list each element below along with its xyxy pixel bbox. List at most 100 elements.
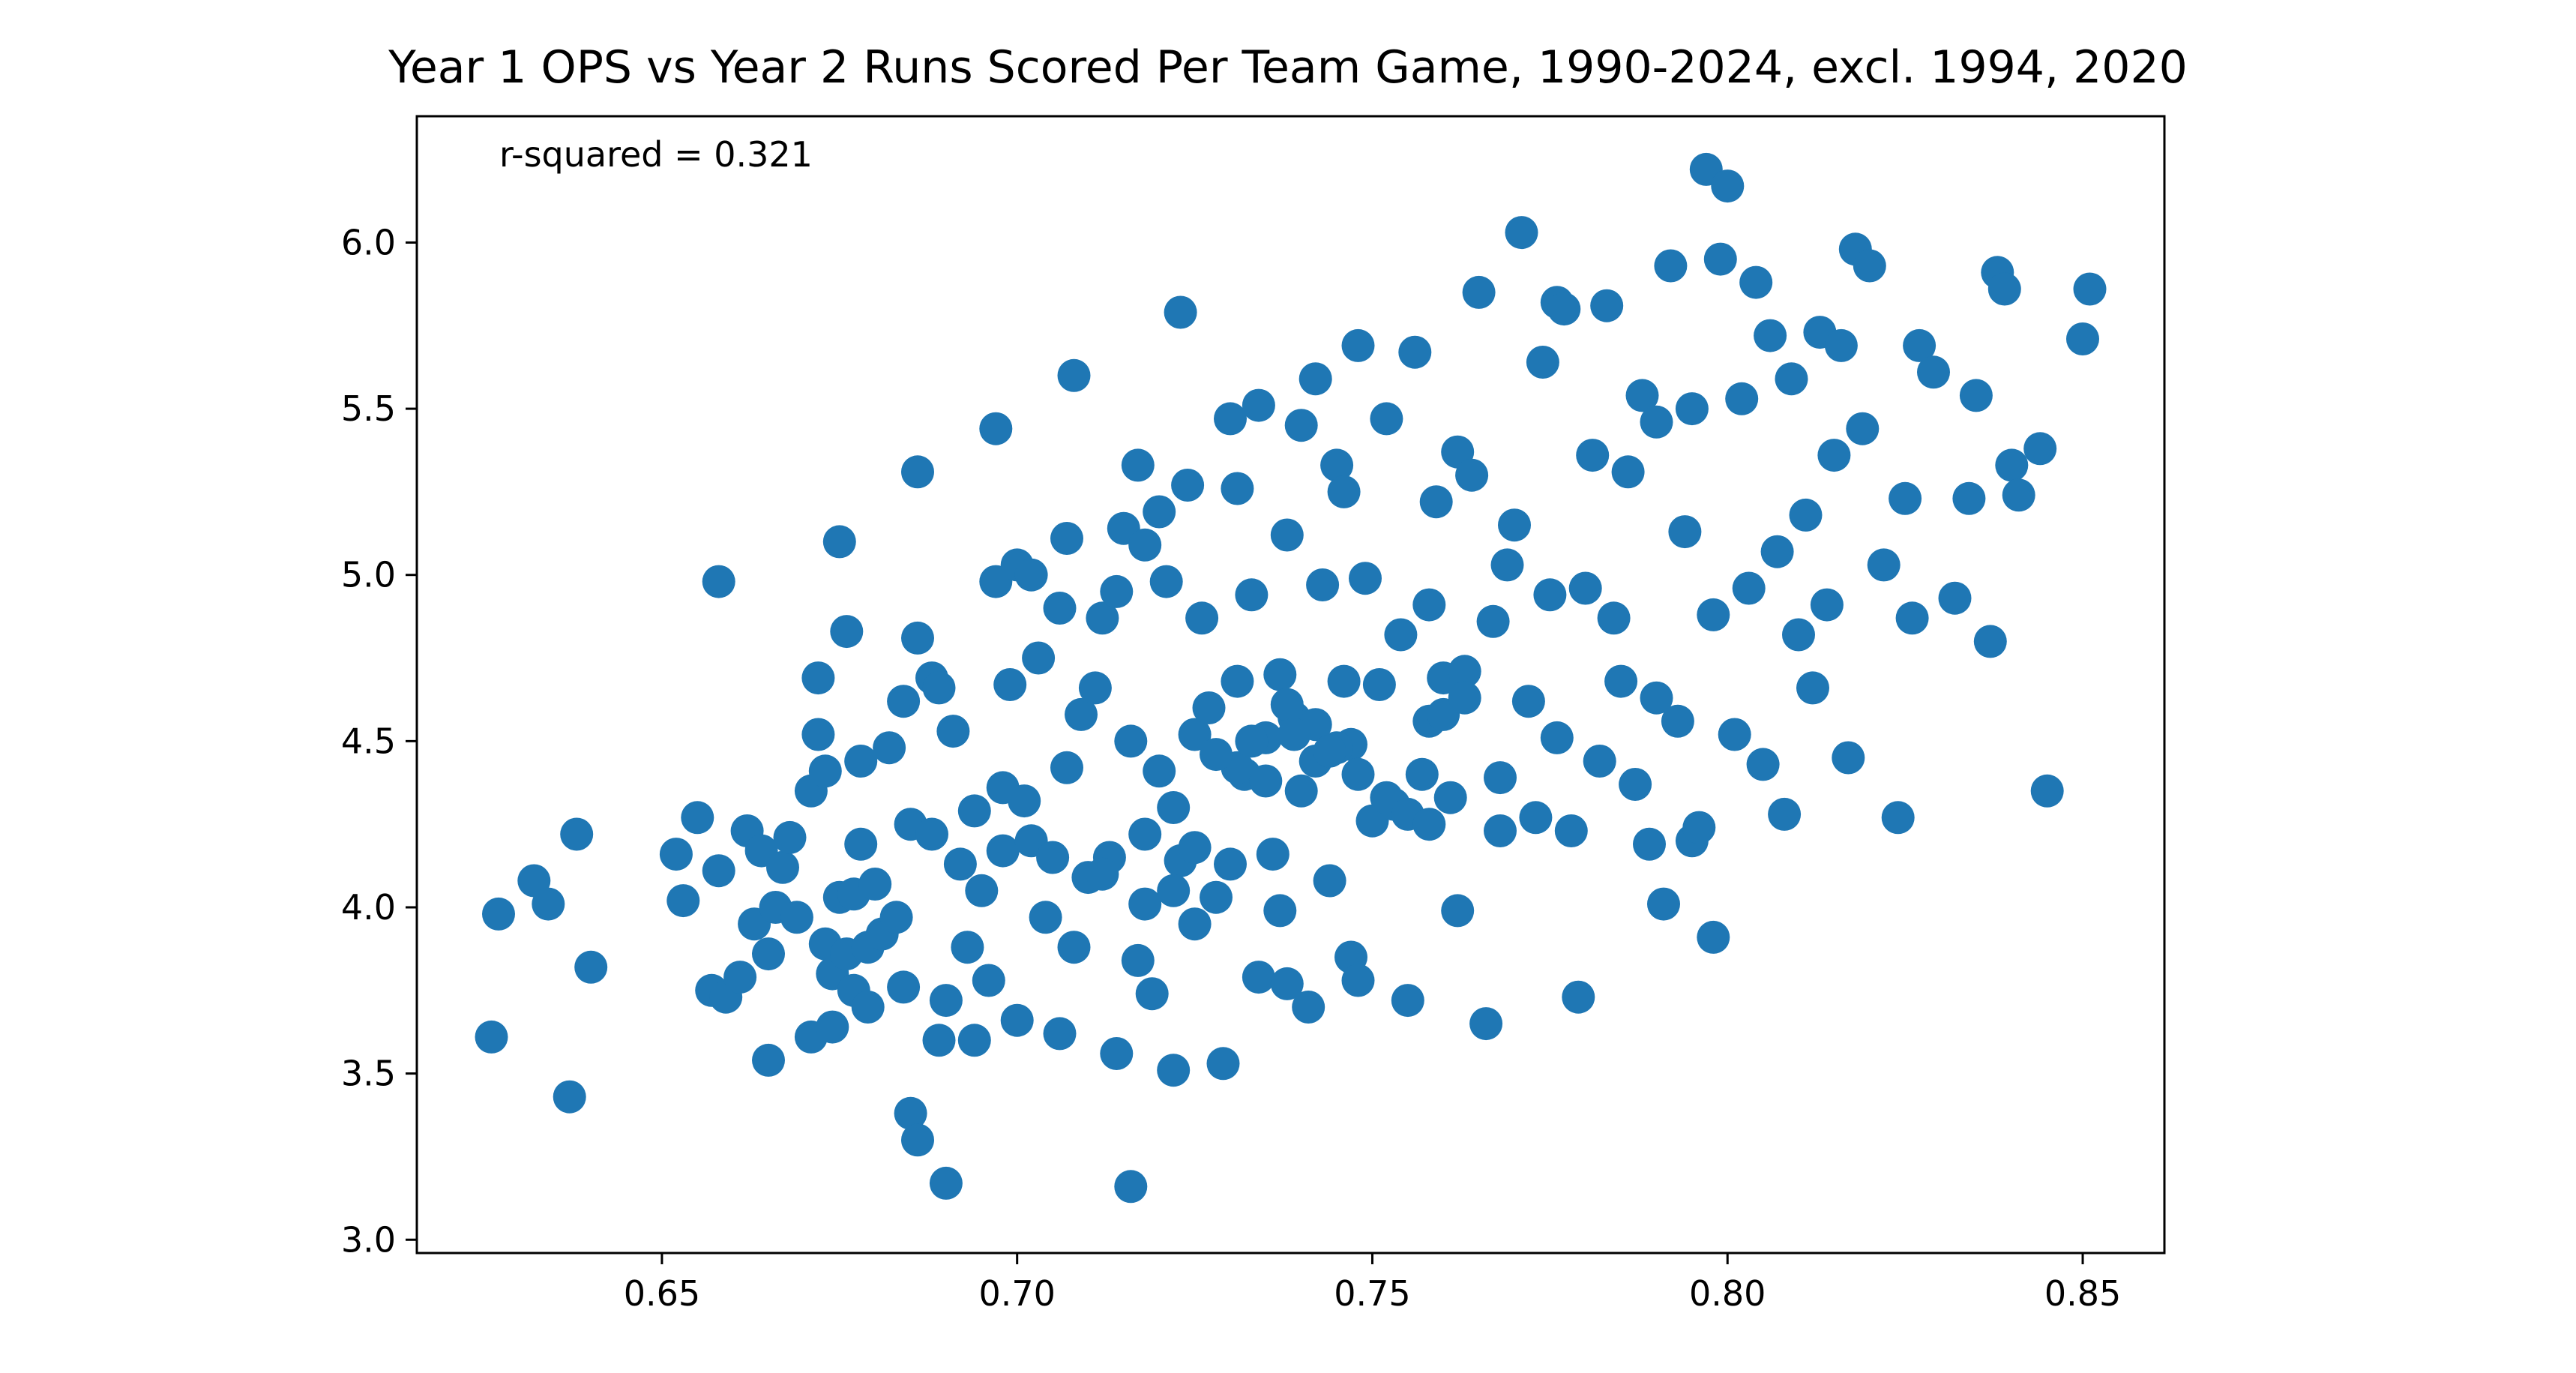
scatter-point <box>1675 392 1709 426</box>
scatter-point <box>1313 734 1346 768</box>
scatter-point <box>1732 571 1766 605</box>
r-squared-annotation: r-squared = 0.321 <box>499 134 813 175</box>
scatter-point <box>1270 967 1304 1000</box>
y-tick-label: 5.5 <box>341 388 396 429</box>
scatter-point <box>1327 475 1361 508</box>
scatter-point <box>1590 289 1624 322</box>
scatter-point <box>1490 548 1524 582</box>
scatter-point <box>1320 448 1354 482</box>
scatter-point <box>666 884 700 918</box>
scatter-point <box>752 937 785 971</box>
scatter-point <box>1284 774 1318 808</box>
scatter-point <box>894 1096 927 1130</box>
scatter-point <box>1611 455 1645 489</box>
scatter-point <box>1903 328 1936 362</box>
scatter-point <box>1540 721 1574 754</box>
scatter-point <box>1746 748 1780 781</box>
scatter-point <box>1498 508 1531 542</box>
scatter-point <box>1178 718 1212 751</box>
scatter-point <box>1832 741 1865 775</box>
scatter-point <box>1171 469 1205 502</box>
scatter-point <box>1959 379 1993 412</box>
scatter-point <box>1619 768 1652 801</box>
scatter-point <box>1995 448 2029 482</box>
scatter-point <box>887 685 921 718</box>
scatter-point <box>879 901 913 934</box>
scatter-point <box>1760 535 1794 568</box>
scatter-point <box>1526 346 1559 379</box>
scatter-point <box>1810 588 1844 622</box>
scatter-point <box>659 838 693 871</box>
scatter-point <box>1533 578 1567 612</box>
scatter-point <box>1313 864 1346 898</box>
scatter-point <box>1938 581 1972 615</box>
scatter-point <box>1143 754 1176 788</box>
scatter-point <box>1817 439 1851 472</box>
scatter-point <box>1270 518 1304 552</box>
scatter-point <box>801 718 835 751</box>
scatter-point <box>1221 472 1254 505</box>
scatter-point <box>1973 625 2007 658</box>
scatter-point <box>1078 671 1112 705</box>
scatter-point <box>1214 402 1247 436</box>
scatter-point <box>1114 724 1148 758</box>
scatter-point <box>1206 1047 1240 1081</box>
scatter-point <box>1036 841 1070 874</box>
scatter-point <box>1597 601 1631 635</box>
scatter-point <box>830 615 864 649</box>
scatter-point <box>1867 548 1901 582</box>
scatter-point <box>2002 478 2035 512</box>
scatter-point <box>1419 485 1453 519</box>
points-layer <box>475 152 2107 1204</box>
scatter-point <box>1895 601 1929 635</box>
y-tick-label: 4.0 <box>341 887 396 928</box>
scatter-point <box>1263 894 1297 928</box>
scatter-point <box>1235 578 1269 612</box>
scatter-point <box>1157 874 1191 907</box>
scatter-point <box>1725 382 1759 415</box>
scatter-point <box>1164 295 1197 329</box>
scatter-point <box>1647 887 1680 921</box>
scatter-point <box>873 731 906 765</box>
scatter-point <box>1008 784 1041 818</box>
scatter-point <box>1604 664 1638 698</box>
scatter-point <box>1256 838 1289 871</box>
scatter-point <box>1100 1037 1134 1070</box>
scatter-point <box>1448 655 1481 688</box>
scatter-point <box>1306 568 1340 601</box>
scatter-point <box>1853 249 1886 283</box>
scatter-point <box>1121 448 1155 482</box>
y-tick-label: 4.5 <box>341 721 396 761</box>
scatter-point <box>1114 1170 1148 1204</box>
scatter-point <box>1881 801 1915 835</box>
scatter-point <box>858 868 892 901</box>
x-tick-label: 0.70 <box>978 1273 1055 1314</box>
scatter-point <box>773 820 807 854</box>
scatter-point <box>936 715 970 748</box>
scatter-point <box>2066 322 2099 355</box>
scatter-point <box>1249 764 1283 798</box>
scatter-point <box>822 525 856 559</box>
scatter-point <box>1917 355 1950 389</box>
scatter-point <box>1341 964 1375 997</box>
scatter-point <box>1143 495 1176 529</box>
scatter-point <box>1398 335 1432 369</box>
scatter-point <box>1661 704 1694 738</box>
scatter-point <box>816 1010 849 1044</box>
scatter-point <box>1000 1003 1034 1037</box>
scatter-point <box>1554 814 1588 847</box>
scatter-point <box>1469 1007 1503 1041</box>
x-tick-label: 0.65 <box>624 1273 700 1314</box>
scatter-point <box>1562 980 1595 1014</box>
scatter-point <box>723 961 757 994</box>
scatter-point <box>1065 697 1098 731</box>
scatter-point <box>1284 409 1318 442</box>
axes-layer: 0.65 0.70 0.75 0.80 0.85 3.0 3.5 4.0 4.5 5.0 5.5 6.… <box>341 115 2166 1314</box>
scatter-point <box>1128 528 1162 562</box>
plot-frame <box>415 115 2166 1255</box>
scatter-point <box>1718 718 1751 751</box>
scatter-point <box>844 745 878 778</box>
scatter-point <box>1775 362 1808 396</box>
scatter-point <box>1022 641 1056 675</box>
